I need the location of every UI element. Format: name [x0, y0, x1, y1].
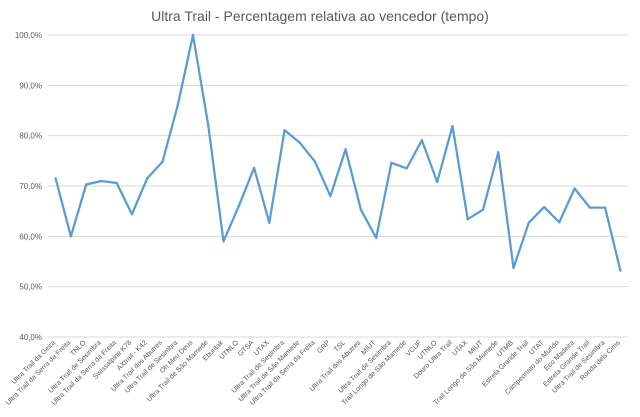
data-point: [146, 177, 149, 180]
data-point: [481, 208, 485, 211]
data-point: [161, 160, 164, 164]
data-point: [222, 240, 225, 243]
x-tick-label: GTSA: [237, 339, 256, 358]
data-point: [588, 206, 592, 209]
data-point: [252, 166, 256, 170]
chart-title: Ultra Trail - Percentagem relativa ao ve…: [151, 8, 489, 24]
data-point: [268, 221, 271, 224]
data-point: [329, 194, 332, 198]
x-tick-label: GRP: [316, 339, 332, 355]
data-point: [619, 269, 622, 272]
data-point: [558, 221, 561, 224]
data-point: [207, 124, 210, 127]
data-point: [420, 138, 424, 142]
data-point: [100, 179, 103, 183]
data-point: [115, 181, 118, 185]
y-tick-label: 50,0%: [19, 283, 42, 292]
data-point: [69, 235, 73, 238]
data-point: [359, 208, 363, 211]
y-tick-label: 70,0%: [19, 182, 42, 191]
y-tick-label: 90,0%: [19, 81, 42, 90]
data-point: [451, 124, 454, 128]
data-point: [390, 161, 393, 165]
data-point: [374, 236, 378, 240]
y-tick-label: 80,0%: [19, 132, 42, 141]
data-point: [527, 221, 530, 224]
data-point: [603, 206, 607, 209]
y-tick-label: 100,0%: [15, 31, 42, 40]
data-point: [237, 204, 240, 208]
data-point: [542, 205, 546, 209]
gridlines: [48, 34, 628, 338]
data-point: [466, 218, 469, 221]
y-tick-label: 60,0%: [19, 232, 42, 241]
y-axis: 40,0% 50,0% 60,0% 70,0% 80,0% 90,0% 100,0%: [15, 31, 42, 342]
data-point: [436, 180, 439, 184]
data-point: [512, 266, 515, 270]
data-point: [344, 148, 347, 151]
data-point: [573, 187, 576, 190]
data-point: [84, 183, 88, 186]
data-points: [54, 33, 622, 272]
data-point: [313, 160, 317, 164]
data-point: [176, 104, 179, 107]
data-point: [405, 167, 408, 170]
data-point: [283, 128, 286, 132]
data-point: [130, 212, 134, 216]
data-point: [191, 33, 195, 37]
series-line: [54, 33, 622, 272]
data-point: [298, 141, 302, 144]
x-tick-label: UTAX: [451, 339, 469, 357]
data-point: [54, 177, 57, 180]
y-tick-label: 40,0%: [19, 333, 42, 342]
data-point: [497, 151, 500, 154]
